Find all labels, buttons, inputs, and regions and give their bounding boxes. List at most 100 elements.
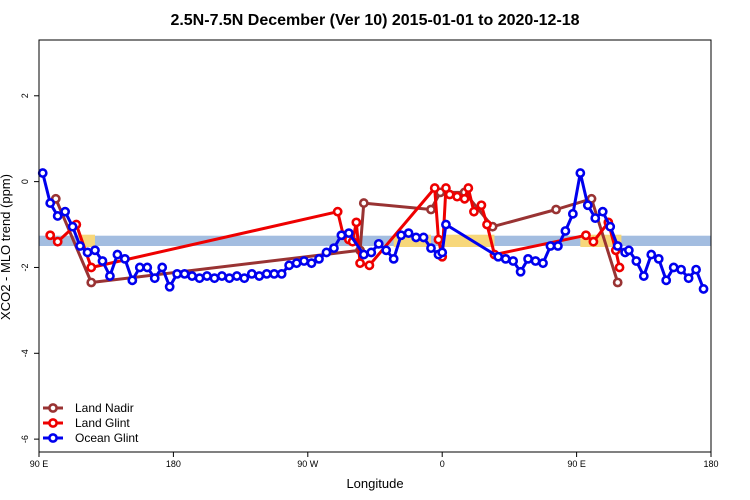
ocean-glint-point bbox=[336, 230, 347, 241]
legend-swatch-marker bbox=[48, 403, 58, 413]
legend-swatch-marker bbox=[48, 418, 58, 428]
x-tick-label: 90 W bbox=[297, 459, 319, 469]
ocean-glint-point bbox=[582, 200, 593, 211]
ocean-glint-point bbox=[441, 219, 451, 230]
y-tick-label: 0 bbox=[20, 179, 30, 184]
ocean-glint-point bbox=[437, 247, 448, 258]
ocean-glint-point bbox=[90, 245, 100, 256]
ocean-glint-point bbox=[112, 249, 123, 260]
ocean-glint-point bbox=[45, 198, 56, 208]
ocean-glint-point bbox=[276, 268, 287, 279]
ocean-glint-point bbox=[358, 249, 369, 260]
ocean-glint-point bbox=[127, 275, 138, 286]
land-glint-point bbox=[433, 234, 444, 245]
x-tick-label: 180 bbox=[703, 459, 718, 469]
ocean-glint-point bbox=[612, 241, 623, 251]
land-nadir-point bbox=[612, 277, 623, 288]
ocean-glint-point bbox=[149, 273, 160, 284]
land-glint-point bbox=[45, 230, 56, 241]
legend-label: Land Glint bbox=[75, 416, 130, 430]
ocean-glint-point bbox=[638, 271, 649, 281]
ocean-glint-point bbox=[411, 232, 421, 243]
land-glint-point bbox=[52, 236, 63, 247]
ocean-glint-point bbox=[254, 271, 265, 281]
ocean-glint-point bbox=[343, 228, 354, 239]
ocean-glint-point bbox=[306, 258, 317, 269]
ocean-glint-point bbox=[500, 253, 511, 264]
ocean-glint-point bbox=[597, 206, 608, 217]
ocean-glint-point bbox=[134, 262, 145, 273]
ocean-glint-point bbox=[314, 253, 324, 264]
land-glint-point bbox=[444, 189, 455, 200]
ocean-glint-point bbox=[142, 262, 153, 273]
ocean-glint-point bbox=[653, 253, 664, 264]
x-tick-label: 180 bbox=[166, 459, 181, 469]
land-nadir-point bbox=[426, 204, 436, 215]
y-tick-label: 2 bbox=[20, 93, 30, 98]
x-tick-label: 90 E bbox=[30, 459, 49, 469]
ocean-glint-point bbox=[172, 268, 183, 279]
land-glint-point bbox=[463, 183, 474, 193]
ocean-glint-point bbox=[105, 271, 115, 281]
ocean-glint-point bbox=[575, 168, 586, 178]
ocean-glint-point bbox=[396, 230, 407, 241]
ocean-glint-point bbox=[284, 260, 295, 271]
land-glint-line bbox=[49, 186, 621, 269]
ocean-glint-point bbox=[381, 245, 392, 256]
land-glint-point bbox=[614, 262, 625, 273]
ocean-glint-point bbox=[60, 206, 71, 217]
land-nadir-point bbox=[551, 204, 561, 215]
chart-title: 2.5N-7.5N December (Ver 10) 2015-01-01 t… bbox=[170, 12, 579, 29]
ocean-glint-point bbox=[269, 268, 280, 279]
ocean-glint-point bbox=[676, 264, 687, 275]
land-glint-point bbox=[482, 219, 492, 230]
ocean-glint-point bbox=[698, 284, 709, 294]
ocean-glint-point bbox=[605, 221, 616, 232]
land-glint-point bbox=[469, 206, 479, 217]
ocean-glint-point bbox=[194, 273, 205, 284]
ocean-glint-point bbox=[67, 221, 78, 232]
series-layer bbox=[37, 168, 709, 294]
ocean-glint-point bbox=[97, 256, 108, 266]
legend-item-ocean-glint: Ocean Glint bbox=[43, 431, 139, 445]
y-tick-label: -2 bbox=[20, 263, 30, 271]
ocean-glint-point bbox=[37, 168, 48, 178]
ocean-glint-point bbox=[119, 253, 130, 264]
ocean-glint-point bbox=[224, 273, 235, 284]
ocean-glint-point bbox=[82, 247, 93, 258]
x-axis: 90 E 180 90 W 0 90 E 180 bbox=[30, 452, 719, 469]
land-glint-point bbox=[476, 200, 487, 211]
ocean-glint-point bbox=[261, 268, 272, 279]
land-glint-point bbox=[355, 258, 365, 269]
ocean-glint-point bbox=[553, 241, 563, 251]
ocean-glint-point bbox=[508, 256, 519, 266]
legend-swatch-marker bbox=[48, 433, 58, 443]
ocean-glint-point bbox=[590, 213, 601, 224]
ocean-glint-point bbox=[202, 271, 212, 281]
ocean-glint-point bbox=[179, 268, 190, 279]
ocean-glint-point bbox=[631, 256, 642, 266]
legend-label: Land Nadir bbox=[75, 401, 134, 415]
land-glint-point bbox=[86, 262, 97, 273]
ocean-glint-point bbox=[52, 211, 63, 221]
ocean-glint-point bbox=[366, 247, 377, 258]
ocean-glint-point bbox=[683, 273, 694, 284]
ocean-glint-point bbox=[403, 228, 414, 239]
ocean-glint-point bbox=[515, 266, 526, 277]
ocean-glint-point bbox=[646, 249, 657, 260]
legend-label: Ocean Glint bbox=[75, 431, 139, 445]
ocean-glint-point bbox=[329, 243, 339, 254]
x-axis-label: Longitude bbox=[346, 476, 403, 491]
ocean-glint-point bbox=[388, 253, 399, 264]
ocean-glint-point bbox=[246, 268, 257, 279]
y-axis-label: XCO2 - MLO trend (ppm) bbox=[0, 174, 13, 320]
ocean-glint-point bbox=[493, 251, 504, 262]
land-glint-point bbox=[351, 217, 362, 228]
land-glint-point bbox=[459, 193, 470, 204]
ocean-glint-point bbox=[321, 247, 332, 258]
y-tick-label: -4 bbox=[20, 349, 30, 357]
y-tick-label: -6 bbox=[20, 435, 30, 443]
series-ocean-glint bbox=[37, 168, 709, 294]
ocean-glint-point bbox=[668, 262, 679, 273]
x-tick-label: 90 E bbox=[567, 459, 586, 469]
